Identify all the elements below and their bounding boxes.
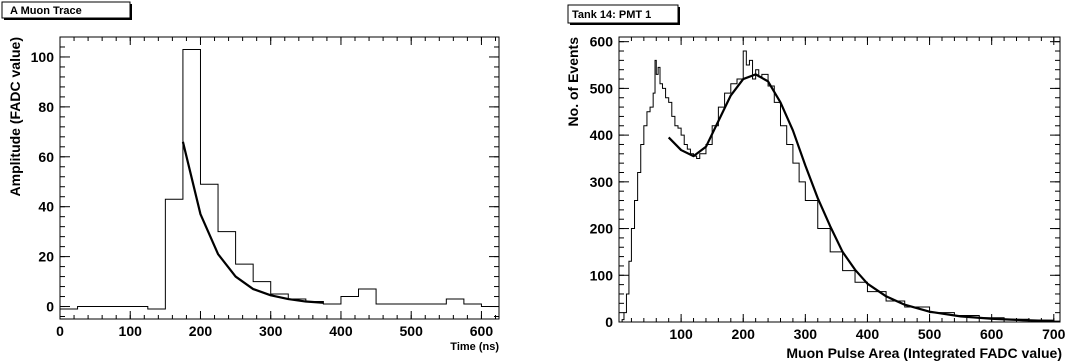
- x-tick-label: 400: [329, 323, 353, 339]
- chart-left-title-box: A Muon Trace: [1, 1, 132, 20]
- y-tick-label: 20: [38, 249, 54, 265]
- y-tick-label: 0: [46, 299, 54, 315]
- chart-left-frame: [59, 36, 500, 320]
- chart-left-ticks: [59, 36, 499, 319]
- x-tick-label: 200: [732, 326, 756, 342]
- y-tick-label: 300: [590, 174, 614, 190]
- y-tick-label: 100: [31, 49, 55, 65]
- y-tick-label: 500: [590, 80, 614, 96]
- chart-left-title: A Muon Trace: [10, 5, 82, 17]
- chart-left-tick-labels: 0 100 200 300 400 500 600 0 20 40 60 80 100: [31, 49, 494, 339]
- chart-right: Tank 14: PMT 1 100 200 300 400 500 600 7000100…: [565, 4, 1066, 361]
- y-tick-label: 400: [590, 127, 614, 143]
- chart-left: A Muon Trace 0 100 200 300 400 500 600 0 20 40 60 8…: [1, 1, 500, 353]
- x-tick-label: 700: [1042, 326, 1066, 342]
- x-tick-label: 500: [918, 326, 942, 342]
- y-tick-label: 600: [590, 34, 614, 50]
- y-tick-label: 200: [590, 221, 614, 237]
- x-tick-label: 200: [189, 323, 213, 339]
- x-tick-label: 100: [119, 323, 143, 339]
- chart-right-title-box: Tank 14: PMT 1: [567, 4, 680, 25]
- x-tick-label: 0: [56, 323, 64, 339]
- chart-right-frame: [618, 36, 1061, 323]
- chart-right-xlabel: Muon Pulse Area (Integrated FADC value): [786, 345, 1062, 361]
- x-tick-label: 400: [856, 326, 880, 342]
- chart-left-xlabel: Time (ns): [450, 341, 499, 353]
- y-tick-label: 0: [605, 314, 613, 330]
- x-tick-label: 300: [259, 323, 283, 339]
- fit-curve: [667, 73, 1054, 323]
- chart-left-plot-area: [60, 48, 499, 310]
- x-tick-label: 500: [400, 323, 424, 339]
- chart-right-plot-area: [621, 50, 1060, 323]
- fit-curve: [181, 141, 324, 304]
- histogram-line: [60, 48, 499, 310]
- chart-right-ylabel: No. of Events: [565, 37, 581, 127]
- y-tick-label: 100: [590, 267, 614, 283]
- histogram-line: [621, 50, 1060, 322]
- y-tick-label: 40: [38, 199, 54, 215]
- chart-right-title: Tank 14: PMT 1: [572, 9, 651, 21]
- x-tick-label: 100: [669, 326, 693, 342]
- chart-left-ylabel: Amplitude (FADC value): [7, 37, 23, 196]
- x-tick-label: 600: [980, 326, 1004, 342]
- chart-left-title-bg: [1, 1, 131, 19]
- chart-right-tick-labels: 100 200 300 400 500 600 700 0 100 200 300 400 500 600: [590, 34, 1066, 342]
- chart-right-title-bg: [567, 4, 679, 24]
- x-tick-label: 300: [794, 326, 818, 342]
- x-tick-label: 600: [470, 323, 494, 339]
- y-tick-label: 60: [38, 149, 54, 165]
- y-tick-label: 80: [38, 99, 54, 115]
